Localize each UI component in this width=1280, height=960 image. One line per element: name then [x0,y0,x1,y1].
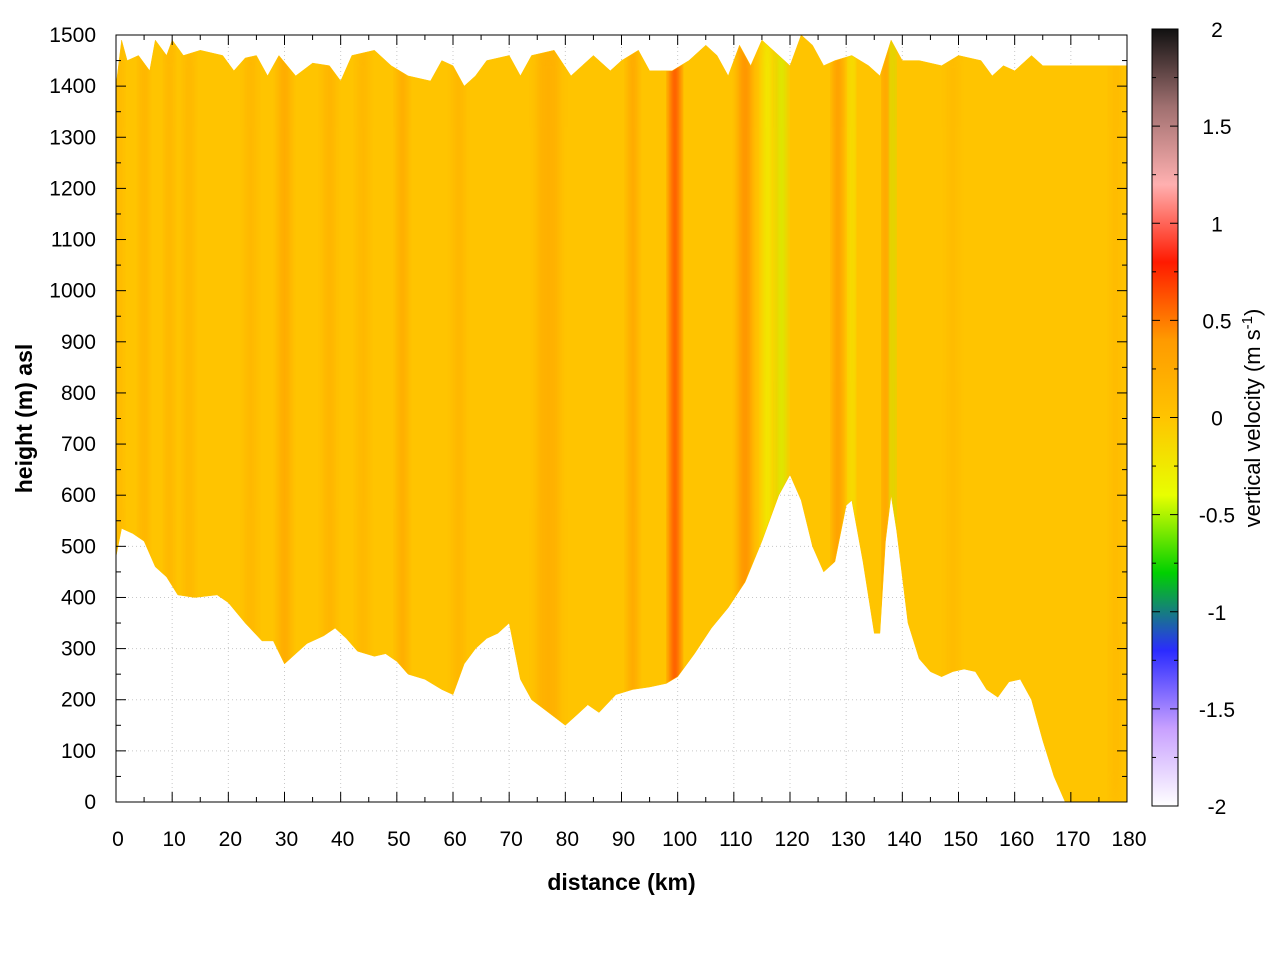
y-tick-label: 1300 [49,126,96,149]
velocity-band [165,35,173,802]
velocity-band [849,35,855,802]
x-tick-label: 70 [499,828,522,851]
colorbar-tick-label: 1.5 [1202,116,1231,139]
colorbar-tick-label: 1 [1211,213,1223,236]
velocity-band [397,35,407,802]
x-tick-label: 60 [443,828,466,851]
y-tick-label: 0 [84,791,96,814]
y-tick-label: 200 [61,689,96,712]
x-tick-label: 160 [999,828,1034,851]
x-tick-label: 0 [112,828,124,851]
x-tick-label: 30 [275,828,298,851]
colorbar-tick-label: -1.5 [1199,699,1235,722]
x-tick-label: 40 [331,828,354,851]
y-tick-label: 700 [61,433,96,456]
velocity-band [670,35,680,802]
velocity-band [537,35,560,802]
x-tick-label: 150 [943,828,978,851]
velocity-band [883,35,888,802]
velocity-band [278,35,291,802]
x-tick-label: 180 [1111,828,1146,851]
colorbar-tick-label: -1 [1208,602,1227,625]
y-tick-label: 1100 [51,229,96,252]
x-tick-label: 110 [719,828,752,851]
colorbar: -2 -1.5 -1 -0.5 0 0.5 1 1.5 2 vertical velocity … [1151,19,1266,819]
velocity-band [358,35,369,802]
velocity-band [947,35,959,802]
x-tick-label: 90 [612,828,635,851]
x-tick-label: 170 [1055,828,1090,851]
x-axis-label: distance (km) [547,869,695,895]
x-tick-label: 100 [662,828,697,851]
colorbar-label-close: ) [1240,309,1265,316]
colorbar-label-main: vertical velocity (m s [1240,329,1265,527]
velocity-band [184,35,194,802]
velocity-band [890,35,895,802]
y-tick-label: 1200 [49,177,96,200]
colorbar-tick-label: 2 [1211,19,1223,42]
velocity-band [245,35,256,802]
colorbar-tick-label: 0 [1211,408,1223,431]
x-tick-label: 120 [774,828,809,851]
data-region-outline [116,35,1127,802]
velocity-band [777,35,786,802]
background-fill [116,35,1127,802]
y-tick-label: 100 [61,740,96,763]
y-tick-label: 600 [61,484,96,507]
x-tick-label: 10 [162,828,185,851]
colorbar-tick-label: -2 [1208,796,1227,819]
velocity-field [116,35,1127,802]
y-tick-label: 800 [61,382,96,405]
x-tick-label: 20 [219,828,242,851]
velocity-band [140,35,148,802]
y-tick-label: 900 [61,331,96,354]
velocity-band [453,35,465,802]
velocity-band [738,35,752,802]
velocity-band [763,35,772,802]
colorbar-label-superscript: -1 [1239,316,1256,329]
x-tick-label: 130 [831,828,866,851]
velocity-band [1111,35,1120,802]
colorbar-tick-label: 0.5 [1202,310,1231,333]
colorbar-label: vertical velocity (m s-1) [1239,309,1266,528]
y-tick-label: 1400 [49,75,96,98]
y-tick-label: 500 [61,535,96,558]
x-tick-label: 80 [556,828,579,851]
colorbar-ticks: -2 -1.5 -1 -0.5 0 0.5 1 1.5 2 [1152,19,1235,819]
velocity-band [834,35,842,802]
velocity-band [628,35,637,802]
colorbar-tick-label: -0.5 [1199,505,1235,528]
x-tick-label: 50 [387,828,410,851]
y-tick-label: 1000 [49,280,96,303]
data-region [116,35,1127,802]
x-tick-label: 140 [887,828,922,851]
y-tick-label: 1500 [49,24,96,47]
velocity-band [323,35,336,802]
axis-ticks: 0 10 20 30 40 50 60 70 80 90 100 110 120 130 140 150 160… [49,24,1146,851]
y-tick-label: 300 [61,638,96,661]
y-axis-label: height (m) asl [11,344,37,494]
y-tick-label: 400 [61,586,96,609]
